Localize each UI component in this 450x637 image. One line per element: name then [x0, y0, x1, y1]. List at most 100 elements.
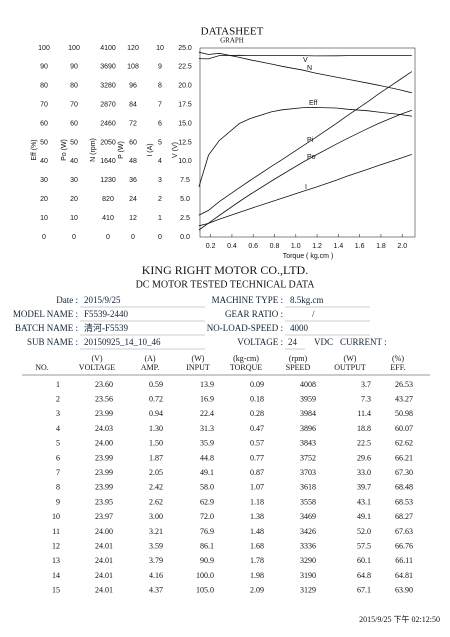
unit-header: (rpm) — [289, 354, 308, 363]
table-cell: 15 — [52, 586, 60, 595]
table-cell: 68.53 — [395, 497, 413, 506]
y-tick-label: 2.5 — [180, 215, 190, 222]
doc-subtitle: DC MOTOR TESTED TECHNICAL DATA — [136, 279, 316, 290]
table-cell: 1.30 — [149, 424, 163, 433]
table-cell: 2 — [56, 395, 60, 404]
y-tick-label: 4100 — [100, 45, 116, 52]
y-tick-label: 1640 — [100, 158, 116, 165]
y-tick-label: 1 — [158, 215, 162, 222]
table-cell: 31.3 — [200, 424, 214, 433]
curve — [198, 54, 412, 60]
y-tick-label: 72 — [129, 120, 137, 127]
y-tick-label: 90 — [70, 64, 78, 71]
table-cell: 3 — [56, 409, 60, 418]
table-cell: 66.76 — [395, 542, 413, 551]
y-tick-label: 24 — [129, 196, 137, 203]
table-cell: 105.0 — [196, 586, 214, 595]
table-cell: 24.00 — [95, 527, 113, 536]
table-cell: 16.9 — [200, 395, 214, 404]
y-tick-label: 820 — [102, 196, 114, 203]
y-tick-label: 50 — [40, 139, 48, 146]
y-tick-label: 1230 — [100, 177, 116, 184]
table-cell: 2.42 — [149, 483, 163, 492]
table-cell: 12 — [52, 542, 60, 551]
table-cell: 52.0 — [357, 527, 371, 536]
table-cell: 11.4 — [357, 409, 371, 418]
y-tick-label: 36 — [129, 177, 137, 184]
table-cell: 22.4 — [200, 409, 214, 418]
table-cell: 63.90 — [395, 586, 413, 595]
table-cell: 62.62 — [395, 439, 413, 448]
curve — [198, 51, 412, 94]
table-cell: 23.60 — [95, 380, 113, 389]
table-cell: 8 — [56, 483, 60, 492]
y-tick-label: 2870 — [100, 102, 116, 109]
curve — [198, 71, 413, 216]
y-tick-label: 48 — [129, 158, 137, 165]
table-cell: 3190 — [300, 571, 316, 580]
y-tick-label: 7 — [158, 102, 162, 109]
table-cell: 10 — [52, 512, 60, 521]
y-axis-title: N (rpm) — [90, 138, 97, 162]
y-tick-label: 90 — [40, 64, 48, 71]
table-cell: 18.8 — [357, 424, 371, 433]
table-cell: 68.27 — [395, 512, 413, 521]
table-cell: 0.94 — [149, 409, 163, 418]
y-tick-label: 6 — [158, 120, 162, 127]
table-cell: 1.38 — [250, 512, 264, 521]
curve-label: V — [303, 57, 308, 64]
table-cell: 3.79 — [149, 556, 163, 565]
info-label: VOLTAGE : — [237, 337, 283, 347]
table-cell: 1.98 — [250, 571, 264, 580]
y-tick-label: 10 — [156, 45, 164, 52]
table-cell: 43.27 — [395, 395, 413, 404]
table-cell: 72.0 — [200, 512, 214, 521]
table-cell: 11 — [52, 527, 60, 536]
table-cell: 49.1 — [200, 468, 214, 477]
table-cell: 64.8 — [357, 571, 371, 580]
curve — [198, 107, 412, 188]
table-cell: 35.9 — [200, 439, 214, 448]
info-value: 8.5kg.cm — [290, 295, 324, 305]
table-cell: 0.28 — [250, 409, 264, 418]
table-cell: 1.07 — [250, 483, 264, 492]
unit-header: (W) — [192, 354, 205, 363]
table-cell: 29.6 — [357, 453, 371, 462]
y-axis-title: Eff (%) — [31, 139, 38, 160]
info-label: SUB NAME : — [27, 337, 78, 347]
footer-timestamp: 2015/9/25 下午 02:12:50 — [359, 614, 440, 624]
table-cell: 24.01 — [95, 571, 113, 580]
table-cell: 22.5 — [357, 439, 371, 448]
table-cell: 3896 — [300, 424, 316, 433]
y-tick-label: 50 — [70, 139, 78, 146]
curve-label: I — [305, 184, 307, 191]
table-cell: 4008 — [300, 380, 316, 389]
table-cell: 26.53 — [395, 380, 413, 389]
column-header: EFF. — [390, 363, 405, 372]
table-cell: 3984 — [300, 409, 316, 418]
table-cell: 0.77 — [250, 453, 264, 462]
table-cell: 3336 — [300, 542, 316, 551]
y-tick-label: 80 — [40, 83, 48, 90]
table-cell: 57.5 — [357, 542, 371, 551]
x-tick-label: 1.6 — [355, 243, 365, 250]
y-tick-label: 0 — [106, 234, 110, 241]
table-cell: 2.62 — [149, 497, 163, 506]
y-tick-label: 7.5 — [180, 177, 190, 184]
y-tick-label: 30 — [70, 177, 78, 184]
table-cell: 62.9 — [200, 497, 214, 506]
table-cell: 14 — [52, 571, 60, 580]
table-cell: 3618 — [300, 483, 316, 492]
table-cell: 1 — [56, 380, 60, 389]
table-cell: 100.0 — [196, 571, 214, 580]
table-cell: 60.1 — [357, 556, 371, 565]
y-tick-label: 70 — [70, 102, 78, 109]
info-value: 20150925_14_10_46 — [84, 337, 161, 347]
table-cell: 0.72 — [149, 395, 163, 404]
table-cell: 3558 — [300, 497, 316, 506]
table-cell: 50.98 — [395, 409, 413, 418]
table-cell: 24.01 — [95, 556, 113, 565]
table-cell: 66.21 — [395, 453, 413, 462]
y-tick-label: 0 — [158, 234, 162, 241]
y-tick-label: 5 — [158, 139, 162, 146]
